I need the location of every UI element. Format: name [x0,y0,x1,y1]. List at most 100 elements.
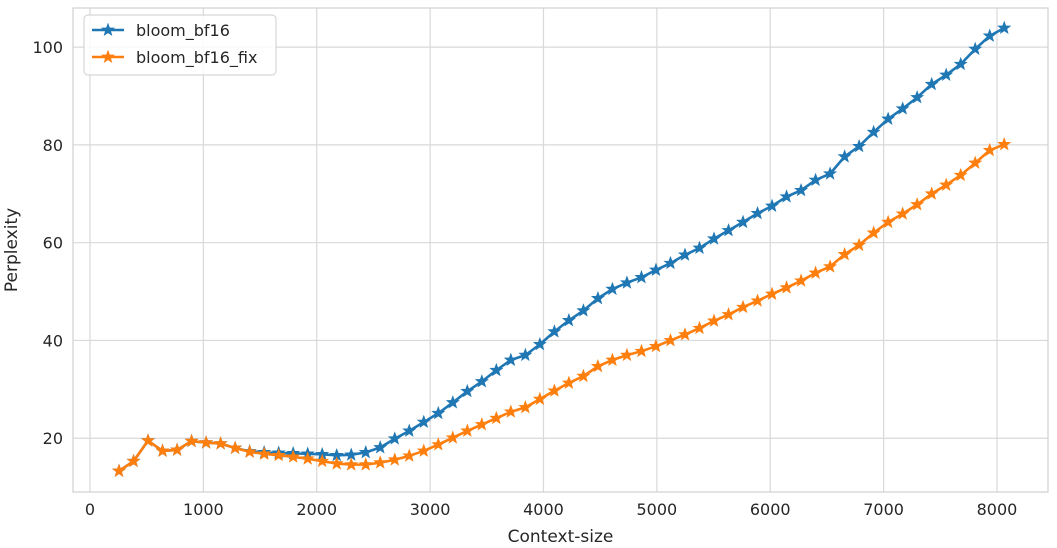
data-point [648,338,663,353]
data-point [968,155,983,169]
data-point [706,231,722,245]
legend-marker [100,49,116,63]
data-point [663,255,678,270]
data-point [794,182,809,197]
y-tick-label: 80 [43,136,63,155]
data-point [924,186,939,200]
data-point [257,446,272,460]
x-tick-label: 8000 [977,500,1018,519]
data-point [576,303,591,317]
data-point [170,442,185,456]
data-point [997,137,1012,151]
data-point [837,247,852,261]
data-point [619,347,634,362]
data-point [736,299,751,314]
data-point [765,286,780,300]
data-point [474,417,489,431]
data-point [402,448,417,462]
data-point [518,400,533,414]
data-point [155,443,170,457]
data-point [431,405,446,420]
x-tick-label: 1000 [183,500,224,519]
data-point [823,259,838,273]
data-point [750,293,765,307]
data-point [474,374,489,388]
series-lines [112,20,1012,477]
data-point [503,404,518,418]
data-point [779,189,794,203]
data-point [489,410,504,425]
data-point [648,262,663,277]
data-point [852,237,867,252]
data-point [576,368,591,383]
y-tick-label: 60 [43,234,63,253]
legend-marker [100,22,116,36]
data-point [794,273,809,287]
data-point [895,101,910,115]
data-point [736,214,751,229]
data-point [445,395,460,409]
data-point [184,433,199,448]
data-point [416,443,431,457]
y-tick-labels: 20 40 60 80 100 [32,38,63,448]
data-point [547,324,562,338]
y-tick-label: 40 [43,331,63,350]
legend-entries: bloom_bf16 bloom_bf16_fix [92,21,257,68]
data-point [692,240,707,255]
data-point [373,440,388,454]
plot-area-frame [72,7,1049,493]
data-point [590,358,605,373]
data-point [590,291,605,305]
data-point [271,447,286,462]
data-point [881,214,896,229]
data-point [721,223,736,237]
data-point [547,383,562,397]
data-point [779,280,794,294]
x-tick-label: 2000 [296,500,337,519]
data-point [634,343,649,358]
data-point [837,149,852,163]
data-point [387,452,402,466]
data-point [997,20,1012,35]
data-point [445,430,460,444]
grid [73,8,1048,492]
x-tick-label: 5000 [637,500,678,519]
data-point [503,352,518,366]
data-point [866,124,881,139]
data-point [953,167,968,182]
legend-label: bloom_bf16_fix [136,48,257,68]
data-point [852,138,867,153]
data-point [823,166,838,180]
data-point [532,391,547,406]
data-point [242,444,257,458]
data-point [634,270,649,284]
x-axis-title: Context-size [508,527,614,547]
data-point [939,67,954,81]
data-point [402,423,417,437]
data-point [605,281,620,296]
x-tick-label: 0 [85,500,95,519]
x-tick-label: 3000 [410,500,451,519]
data-point [489,362,504,377]
data-point [750,205,765,220]
data-point [866,225,881,239]
series-bloom_bf16 [112,20,1012,477]
data-point [126,453,141,468]
data-point [982,28,997,42]
data-point [677,327,692,341]
data-point [199,435,214,449]
data-point [431,437,446,451]
data-point [721,307,736,321]
data-point [692,320,707,335]
data-point [939,177,954,191]
legend-box [83,14,277,76]
data-point [387,431,402,445]
data-point [924,76,939,91]
data-point [112,463,127,477]
data-point [416,414,431,429]
data-point [213,436,228,450]
data-point [141,433,156,447]
legend: bloom_bf16 bloom_bf16_fix [83,14,277,76]
data-point [344,457,359,471]
